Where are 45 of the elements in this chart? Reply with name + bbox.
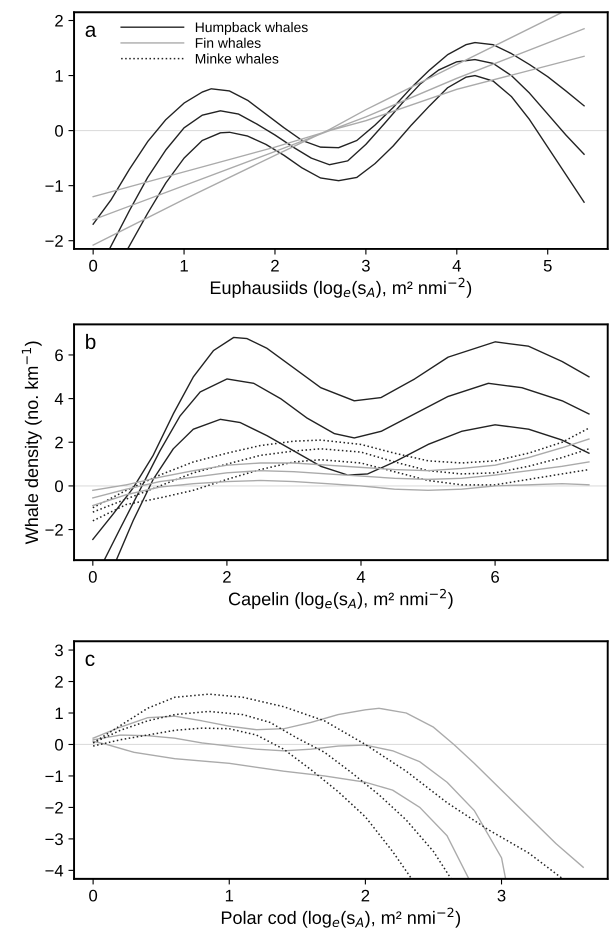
y-tick-label: 6: [55, 349, 63, 362]
x-tick-label: 4: [356, 571, 366, 583]
line-series: [92, 461, 590, 499]
y-tick-label: 4: [54, 393, 64, 405]
x-tick-label: 0: [88, 571, 97, 583]
legend-label: Humpback whales: [196, 22, 308, 35]
x-tick-label: 2: [362, 890, 370, 902]
y-axis-title: Whale density (no. km$^{−1}$): [22, 341, 42, 544]
y-tick-label: 3: [55, 644, 63, 656]
y-tick-label: 2: [55, 436, 63, 448]
legend-label: Minke whales: [196, 53, 278, 64]
x-tick-label: 2: [271, 260, 279, 272]
x-tick-label: 3: [498, 890, 506, 902]
x-axis-title: Polar cod (log$_{e}$(s$_{A}$), m² nmi$^{−2}$): [222, 908, 460, 928]
chart-title: c: [86, 654, 95, 666]
y-tick-label: −2: [45, 524, 63, 536]
y-tick-label: 0: [55, 738, 63, 751]
y-tick-label: −2: [45, 802, 63, 814]
y-tick-label: −2: [45, 235, 63, 247]
chart-title: a: [86, 26, 96, 38]
y-tick-label: 0: [55, 480, 63, 492]
x-tick-label: 3: [362, 260, 370, 272]
x-tick-label: 0: [89, 890, 98, 902]
x-tick-label: 6: [491, 571, 499, 583]
y-tick-label: −4: [45, 864, 64, 876]
y-tick-label: 1: [56, 708, 63, 720]
chart-title: b: [86, 334, 96, 350]
y-tick-label: −1: [45, 770, 63, 782]
legend-label: Fin whales: [196, 38, 261, 48]
y-tick-label: −1: [45, 180, 63, 192]
x-tick-label: 2: [223, 571, 231, 583]
line-series: [92, 438, 590, 491]
x-tick-label: 5: [544, 260, 552, 272]
x-tick-label: 1: [226, 890, 234, 902]
x-tick-label: 0: [89, 260, 98, 272]
y-tick-label: 2: [55, 14, 63, 27]
x-axis-title: Capelin (log$_{e}$(s$_{A}$), m² nmi$^{−2}$): [228, 588, 453, 609]
y-tick-label: −3: [45, 833, 63, 846]
x-tick-label: 4: [452, 260, 461, 272]
y-tick-label: 1: [56, 70, 63, 82]
x-tick-label: 1: [180, 260, 188, 272]
x-axis-title: Euphausiids (log$_{e}$(s$_{A}$), m² nmi$^{−2}$): [210, 278, 472, 298]
y-tick-label: 0: [55, 125, 63, 137]
y-tick-label: 2: [55, 676, 63, 688]
line-series: [92, 480, 590, 506]
